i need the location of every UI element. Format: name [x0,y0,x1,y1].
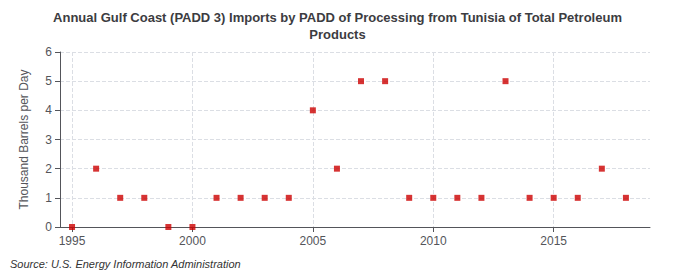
svg-text:3: 3 [45,133,52,147]
svg-text:2005: 2005 [300,234,327,248]
svg-text:2015: 2015 [540,234,567,248]
svg-text:Annual Gulf Coast (PADD 3) Imp: Annual Gulf Coast (PADD 3) Imports by PA… [53,10,622,25]
svg-text:4: 4 [45,103,52,117]
svg-text:2: 2 [45,162,52,176]
svg-text:Thousand Barrels per Day: Thousand Barrels per Day [17,69,31,209]
svg-text:Products: Products [309,27,365,42]
svg-text:2000: 2000 [179,234,206,248]
svg-text:0: 0 [45,220,52,234]
svg-text:1995: 1995 [59,234,86,248]
svg-text:Source: U.S. Energy Informatio: Source: U.S. Energy Information Administ… [10,258,241,270]
svg-text:6: 6 [45,45,52,59]
svg-text:1: 1 [45,191,52,205]
svg-text:5: 5 [45,74,52,88]
svg-text:2010: 2010 [420,234,447,248]
